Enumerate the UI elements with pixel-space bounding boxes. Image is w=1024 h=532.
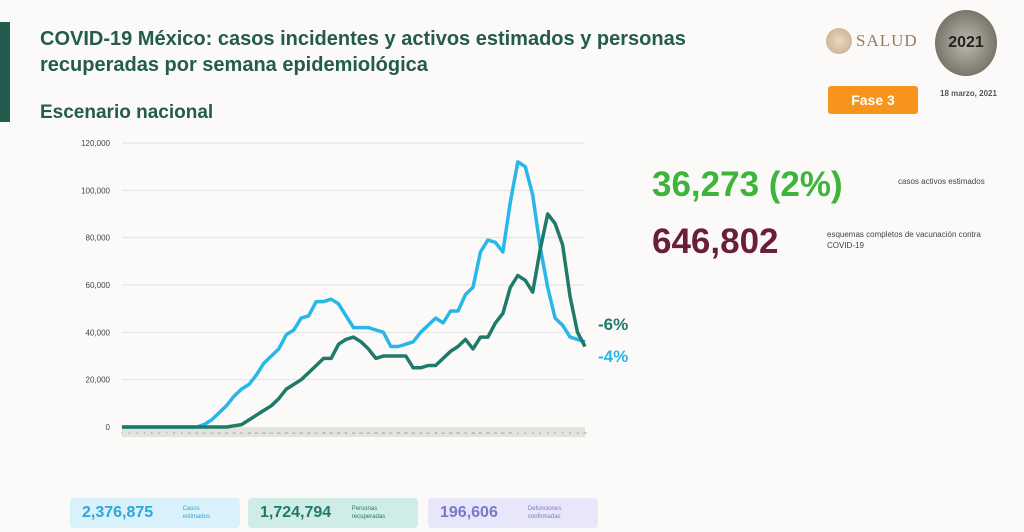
series-line-1: [122, 212, 587, 429]
x-tick-label: 37: [389, 431, 393, 435]
x-tick-label: 15: [225, 431, 229, 435]
x-tick-label: 51: [494, 431, 498, 435]
x-tick-label: 52: [501, 431, 505, 435]
card-value: 2,376,875: [82, 504, 154, 521]
x-tick-label: 36: [382, 431, 386, 435]
x-tick-label: 24: [292, 431, 296, 435]
x-tick-label: 25: [300, 431, 304, 435]
seal-icon: [826, 28, 852, 54]
x-tick-label: 19: [255, 431, 259, 435]
x-tick-label: 43: [434, 431, 438, 435]
card-label: Casos estimados: [182, 506, 210, 520]
x-tick-label: 40: [412, 431, 416, 435]
x-tick-label: 46: [456, 431, 460, 435]
x-tick-label: 8: [173, 431, 175, 435]
x-tick-label: 5: [547, 431, 549, 435]
series-end-label-0: -4%: [598, 347, 628, 366]
y-tick-label: 20,000: [86, 376, 111, 385]
logo-year: 2021: [948, 34, 984, 51]
y-tick-label: 40,000: [86, 328, 111, 337]
x-tick-label: 47: [464, 431, 468, 435]
report-date: 18 marzo, 2021: [940, 89, 997, 98]
accent-bar: [0, 22, 10, 122]
mexico-2021-logo: 2021: [935, 10, 997, 76]
series-line-0: [122, 160, 586, 429]
x-tick-label: 1: [517, 431, 519, 435]
x-axis-band: [122, 427, 585, 437]
x-tick-label: 27: [314, 431, 318, 435]
x-tick-label: 32: [352, 431, 356, 435]
x-tick-label: 23: [285, 431, 289, 435]
x-tick-label: 50: [486, 431, 490, 435]
x-tick-label: 7: [562, 431, 564, 435]
x-tick-label: 3: [136, 431, 138, 435]
x-tick-label: 30: [337, 431, 341, 435]
card-personas-recuperadas: 1,724,794 Personas recuperadas: [248, 498, 418, 528]
vaccination-label: esquemas completos de vacunación contra …: [827, 230, 981, 250]
x-tick-label: 33: [359, 431, 363, 435]
x-tick-label: 8: [569, 431, 571, 435]
x-tick-label: 2: [129, 431, 131, 435]
x-tick-label: 10: [583, 431, 587, 435]
vaccination-value: 646,802: [652, 222, 779, 261]
x-tick-label: 49: [479, 431, 483, 435]
x-tick-label: 44: [441, 431, 445, 435]
x-tick-label: 42: [427, 431, 431, 435]
page-title: COVID-19 México: casos incidentes y acti…: [40, 28, 686, 76]
x-tick-label: 48: [471, 431, 475, 435]
card-defunciones: 196,606 Defunciones confirmadas: [428, 498, 598, 528]
x-tick-label: 26: [307, 431, 311, 435]
card-label: Personas recuperadas: [351, 506, 386, 520]
series-end-label-1: -6%: [598, 315, 628, 334]
salud-logo-text: SALUD: [856, 31, 918, 50]
x-tick-label: 2: [524, 431, 526, 435]
x-tick-label: 38: [397, 431, 401, 435]
x-tick-label: 12: [202, 431, 206, 435]
x-tick-label: 35: [374, 431, 378, 435]
x-tick-label: 6: [554, 431, 556, 435]
y-tick-label: 120,000: [81, 139, 110, 148]
page-subtitle: Escenario nacional: [40, 102, 214, 123]
x-tick-label: 29: [329, 431, 333, 435]
x-tick-label: 39: [404, 431, 408, 435]
x-tick-label: 17: [240, 431, 244, 435]
x-tick-label: 13: [210, 431, 214, 435]
x-tick-label: 21: [270, 431, 274, 435]
y-tick-label: 100,000: [81, 186, 110, 195]
card-value: 196,606: [440, 504, 498, 521]
card-label: Defunciones confirmadas: [527, 506, 562, 520]
x-tick-label: 7: [166, 431, 168, 435]
phase-badge: Fase 3: [828, 86, 918, 114]
x-tick-label: 11: [195, 431, 198, 435]
x-tick-label: 20: [262, 431, 266, 435]
x-tick-label: 9: [181, 431, 183, 435]
x-tick-label: 3: [532, 431, 534, 435]
active-cases-value: 36,273 (2%): [652, 165, 843, 204]
y-tick-label: 60,000: [86, 281, 111, 290]
x-tick-label: 41: [419, 431, 423, 435]
x-tick-label: 10: [188, 431, 192, 435]
x-tick-label: 1: [121, 431, 123, 435]
x-tick-label: 22: [277, 431, 281, 435]
x-tick-label: 31: [344, 431, 348, 435]
card-value: 1,724,794: [260, 504, 332, 521]
active-cases-label: casos activos estimados: [898, 177, 985, 186]
x-tick-label: 28: [322, 431, 326, 435]
x-tick-label: 14: [217, 431, 221, 435]
card-casos-estimados: 2,376,875 Casos estimados: [70, 498, 240, 528]
x-tick-label: 5: [151, 431, 153, 435]
x-tick-label: 4: [539, 431, 541, 435]
x-tick-label: 34: [367, 431, 371, 435]
x-tick-label: 16: [232, 431, 236, 435]
x-tick-label: 4: [144, 431, 146, 435]
x-tick-label: 6: [159, 431, 161, 435]
x-tick-label: 9: [577, 431, 579, 435]
y-tick-label: 80,000: [86, 234, 111, 243]
y-tick-label: 0: [106, 423, 111, 432]
salud-logo: SALUD: [826, 28, 918, 54]
x-tick-label: 45: [449, 431, 453, 435]
x-tick-label: 18: [247, 431, 251, 435]
x-tick-label: 53: [509, 431, 513, 435]
